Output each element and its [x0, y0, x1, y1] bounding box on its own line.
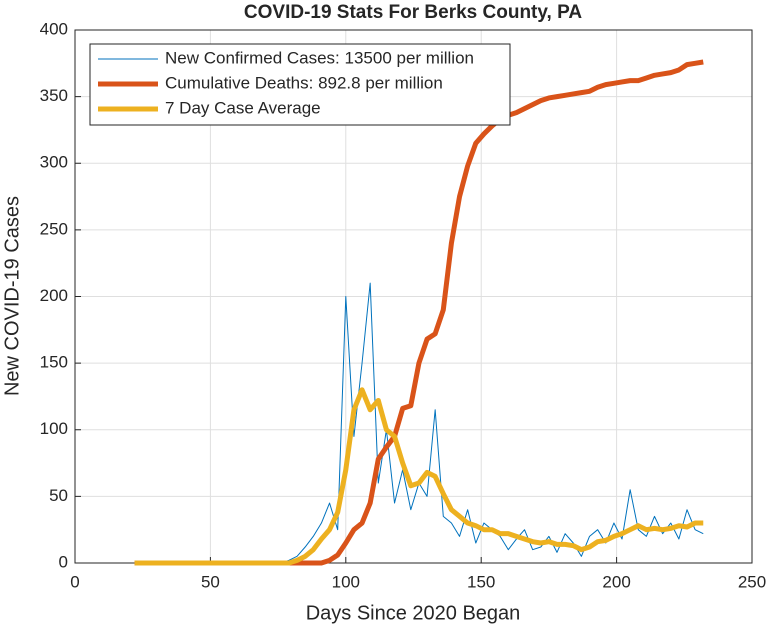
x-tick-label: 100 [332, 572, 360, 591]
y-tick-label: 100 [40, 419, 68, 438]
x-tick-label: 150 [467, 572, 495, 591]
y-tick-label: 250 [40, 219, 68, 238]
y-tick-label: 400 [40, 19, 68, 38]
series-line [134, 387, 704, 566]
legend-label: 7 Day Case Average [165, 98, 321, 117]
y-tick-label: 150 [40, 353, 68, 372]
y-tick-label: 50 [49, 486, 68, 505]
y-tick-label: 350 [40, 86, 68, 105]
x-tick-label: 50 [201, 572, 220, 591]
y-tick-label: 0 [59, 552, 68, 571]
axes-box [74, 29, 753, 564]
legend-label: New Confirmed Cases: 13500 per million [165, 48, 474, 67]
y-axis-label: New COVID-19 Cases [1, 196, 23, 396]
legend-label: Cumulative Deaths: 892.8 per million [165, 73, 443, 92]
x-tick-label: 200 [602, 572, 630, 591]
x-tick-label: 0 [70, 572, 79, 591]
y-tick-label: 300 [40, 153, 68, 172]
y-tick-label: 200 [40, 286, 68, 305]
x-tick-label: 250 [738, 572, 766, 591]
legend-box [89, 43, 511, 126]
chart-title: COVID-19 Stats For Berks County, PA [244, 2, 582, 23]
x-axis-label: Days Since 2020 Began [306, 602, 521, 624]
